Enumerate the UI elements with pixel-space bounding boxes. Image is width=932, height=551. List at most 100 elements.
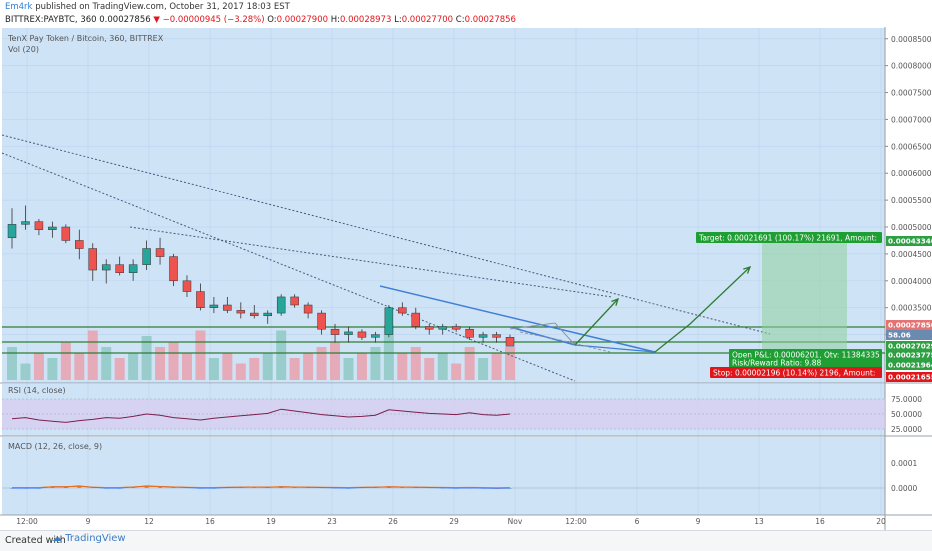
volume-bar	[316, 347, 327, 380]
volume-bar	[370, 347, 381, 380]
price-tag: 58.06	[888, 331, 911, 340]
ohlc-line: BITTREX:PAYBTC, 360 0.00027856 ▼ −0.0000…	[5, 14, 932, 26]
candle-body	[34, 221, 44, 230]
candle-body	[142, 248, 151, 265]
publish-line: Em4rk published on TradingView.com, Octo…	[5, 1, 932, 13]
x-tick-label: 12:00	[565, 517, 587, 526]
x-tick-label: Nov	[508, 517, 523, 526]
chart-svg[interactable]: 0.00085000 0.00080000 0.00075000 0.00070000…	[0, 27, 932, 530]
rsi-tick-label: 75.0000	[891, 395, 922, 404]
macd-hist-bar	[158, 486, 163, 488]
price-tag-bg	[886, 360, 932, 370]
volume-bar	[356, 352, 367, 380]
candle-body	[344, 331, 353, 335]
macd-hist-bar	[63, 486, 68, 488]
macd-hist-bar	[252, 487, 257, 488]
candle-body	[250, 312, 259, 317]
volume-bar	[101, 347, 112, 380]
volume-bar	[303, 352, 314, 380]
candle-body	[48, 226, 57, 230]
x-tick-label: 26	[388, 517, 398, 526]
price-tag-bg	[886, 236, 932, 246]
wedge-line-lower	[574, 344, 656, 353]
symbol-text: BITTREX:PAYBTC, 360	[5, 15, 97, 25]
last-price: 0.00027856	[99, 15, 151, 25]
close-label: C:	[455, 15, 465, 25]
price-tick-label: 0.00070000	[891, 115, 932, 124]
volume-bar	[262, 352, 273, 380]
cloud-icon: ☁	[52, 533, 62, 544]
low-label: L:	[394, 15, 402, 25]
macd-hist-bar	[77, 486, 82, 488]
price-tag: 0.00027856	[888, 321, 932, 330]
created-with-text: Created with	[5, 535, 66, 546]
volume-bar	[505, 347, 515, 380]
price-tick-label: 0.00060000	[891, 169, 932, 178]
volume-bar	[33, 352, 44, 380]
candle-body	[88, 248, 98, 271]
macd-tick-label: 0.0000	[891, 484, 917, 493]
candle-body	[169, 256, 178, 282]
price-tick-label: 0.00055000	[891, 196, 932, 205]
candle-body	[236, 310, 246, 314]
target-label-bg	[696, 232, 882, 243]
price-axis-bg	[885, 27, 932, 530]
volume-bar	[181, 352, 192, 380]
candle-body	[223, 304, 232, 311]
candle-body	[276, 296, 286, 314]
volume-bar	[491, 352, 502, 380]
volume-bar	[47, 358, 58, 380]
volume-bar	[141, 336, 152, 380]
candle-body	[290, 296, 299, 306]
x-tick-label: 6	[635, 517, 640, 526]
tradingview-brand[interactable]: ☁ TradingView	[52, 533, 126, 544]
volume-bar	[235, 363, 246, 380]
candle-body	[505, 337, 515, 347]
volume-bar	[424, 358, 435, 380]
volume-bar	[195, 330, 206, 380]
brand-label: TradingView	[65, 533, 126, 544]
candle-body	[492, 334, 501, 338]
macd-hist-bar	[386, 486, 391, 488]
price-tick-label: 0.00065000	[891, 142, 932, 151]
volume-bar	[128, 352, 139, 380]
volume-bar	[289, 358, 300, 380]
macd-hist-bar	[400, 487, 405, 488]
volume-bar	[222, 352, 233, 380]
price-tick-label: 0.00040000	[891, 277, 932, 286]
close-value: 0.00027856	[464, 15, 516, 25]
candle-body	[101, 264, 111, 271]
candle-body	[330, 328, 340, 335]
candle-body	[465, 328, 474, 338]
volume-bar	[478, 358, 489, 380]
macd-hist-bar	[292, 487, 297, 488]
volume-label: Vol (20)	[8, 45, 39, 54]
candle-body	[303, 304, 313, 314]
candle-body	[478, 334, 488, 338]
macd-hist-bar	[171, 487, 176, 488]
price-tag-bg	[886, 330, 932, 340]
volume-bar	[437, 352, 448, 380]
candle-body	[451, 326, 461, 330]
macd-label: MACD (12, 26, close, 9)	[8, 442, 102, 451]
volume-bar	[60, 341, 71, 380]
risk-reward-label: Risk/Reward Ratio: 9.88	[732, 359, 821, 368]
chart-area[interactable]: 0.00085000 0.00080000 0.00075000 0.00070000…	[0, 27, 932, 530]
x-tick-label: 13	[754, 517, 764, 526]
price-tag-bg	[886, 341, 932, 351]
volume-bar	[208, 358, 219, 380]
high-value: 0.00028973	[340, 15, 392, 25]
open-pl-label: Open P&L: 0.00006201, Qty: 11384335	[732, 351, 880, 360]
price-tag-bg	[886, 320, 932, 330]
high-label: H:	[330, 15, 340, 25]
price-tag: 0.00021655	[888, 373, 932, 382]
rsi-line	[11, 408, 511, 423]
rsi-tick-label: 50.0000	[891, 410, 922, 419]
x-tick-label: 20	[876, 517, 886, 526]
stop-label: Stop: 0.00002196 (10.14%) 2196, Amount:	[713, 369, 875, 378]
x-tick-label: 19	[266, 517, 276, 526]
author-link[interactable]: Em4rk	[5, 2, 33, 12]
candle-body	[398, 307, 407, 314]
footer-bar: Created with ☁ TradingView	[0, 530, 932, 551]
x-tick-label: 16	[815, 517, 825, 526]
